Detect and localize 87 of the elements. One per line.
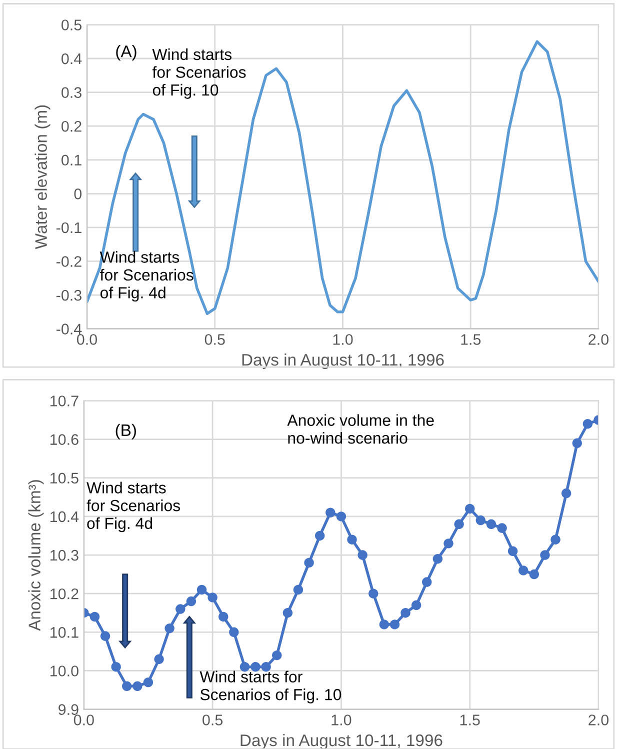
- x-axis-title: Days in August 10-11, 1996: [240, 734, 442, 749]
- annotation: Wind starts for Scenarios of Fig. 4d: [86, 482, 180, 532]
- point: [454, 519, 464, 530]
- point: [540, 550, 550, 560]
- point: [379, 620, 390, 630]
- x-tick-label: 0.5: [202, 714, 223, 726]
- y-tick-label: -0.2: [56, 256, 82, 267]
- y-tick-label: 0.5: [61, 20, 82, 30]
- point: [229, 627, 239, 638]
- point: [143, 677, 154, 688]
- point: [314, 530, 325, 541]
- y-tick-label: 10.2: [50, 588, 78, 600]
- x-tick-label: 1.0: [332, 714, 352, 726]
- point: [368, 588, 378, 598]
- point: [164, 623, 174, 634]
- annotation: Anoxic volume in the no-wind scenario: [287, 414, 434, 444]
- x-axis-title: Days in August 10-11, 1996: [242, 353, 444, 370]
- y-tick-label: 10.7: [50, 396, 78, 406]
- point: [176, 604, 186, 614]
- line-series: [86, 40, 598, 315]
- x-tick-label: 0.0: [74, 714, 94, 726]
- point: [186, 596, 196, 606]
- point: [111, 662, 121, 672]
- point: [208, 592, 218, 602]
- annotation: Wind starts for Scenarios of Fig. 10: [152, 48, 246, 99]
- point: [122, 681, 132, 692]
- y-tick-label: 0.3: [61, 87, 82, 98]
- x-tick-label: 1.5: [461, 334, 481, 345]
- x-tick-label: 1.5: [460, 714, 480, 726]
- point: [561, 488, 572, 498]
- point: [218, 612, 228, 622]
- y-axis-title: Anoxic volume (km³): [28, 480, 44, 631]
- x-tick-label: 2.0: [588, 714, 609, 726]
- y-tick-label: 10.3: [50, 550, 78, 561]
- point: [444, 538, 454, 548]
- point: [411, 600, 422, 610]
- point: [154, 654, 164, 664]
- y-tick-label: 10.0: [50, 666, 78, 676]
- y-tick-label: 0.2: [61, 120, 82, 132]
- point: [90, 612, 100, 622]
- point: [240, 662, 250, 672]
- y-tick-label: -0.4: [56, 324, 82, 334]
- point: [347, 534, 357, 544]
- point: [400, 608, 410, 618]
- x-tick-label: 1.0: [333, 334, 353, 345]
- point: [132, 681, 142, 692]
- point: [550, 534, 560, 544]
- x-tick-label: 2.0: [588, 334, 609, 345]
- point: [432, 554, 443, 564]
- point: [572, 438, 582, 448]
- annotation: (A): [116, 44, 136, 61]
- y-tick-label: 10.4: [50, 511, 79, 522]
- y-tick-label: -0.1: [56, 222, 82, 234]
- x-tick-label: 0.5: [204, 334, 225, 345]
- x-tick-label: 0.0: [76, 334, 98, 345]
- point: [250, 662, 260, 672]
- point: [422, 577, 432, 587]
- y-tick-label: 0.1: [61, 154, 82, 166]
- point: [529, 569, 540, 580]
- point: [582, 419, 593, 429]
- point: [497, 523, 507, 533]
- y-tick-label: 0: [74, 188, 82, 200]
- y-tick-label: 10.5: [50, 472, 78, 484]
- point: [261, 662, 271, 672]
- point: [196, 584, 207, 595]
- point: [326, 508, 336, 518]
- point: [464, 504, 475, 514]
- point: [390, 620, 400, 630]
- point: [100, 631, 110, 641]
- point: [304, 558, 314, 568]
- point: [336, 512, 346, 522]
- point: [293, 584, 304, 595]
- y-tick-label: 10.6: [50, 434, 78, 445]
- point: [358, 550, 368, 560]
- point: [476, 515, 486, 526]
- point: [272, 650, 282, 660]
- point: [518, 566, 528, 576]
- annotation: (B): [116, 424, 136, 440]
- y-tick-label: 9.9: [58, 704, 78, 715]
- y-tick-label: 10.1: [50, 627, 78, 638]
- y-axis-title: Water elevation (m): [34, 105, 50, 250]
- point: [508, 546, 518, 556]
- y-tick-label: 0.4: [61, 53, 82, 64]
- y-tick-label: -0.3: [56, 290, 82, 301]
- point: [282, 608, 293, 618]
- point: [486, 519, 496, 530]
- annotation: Wind starts for Scenarios of Fig. 10: [200, 670, 342, 704]
